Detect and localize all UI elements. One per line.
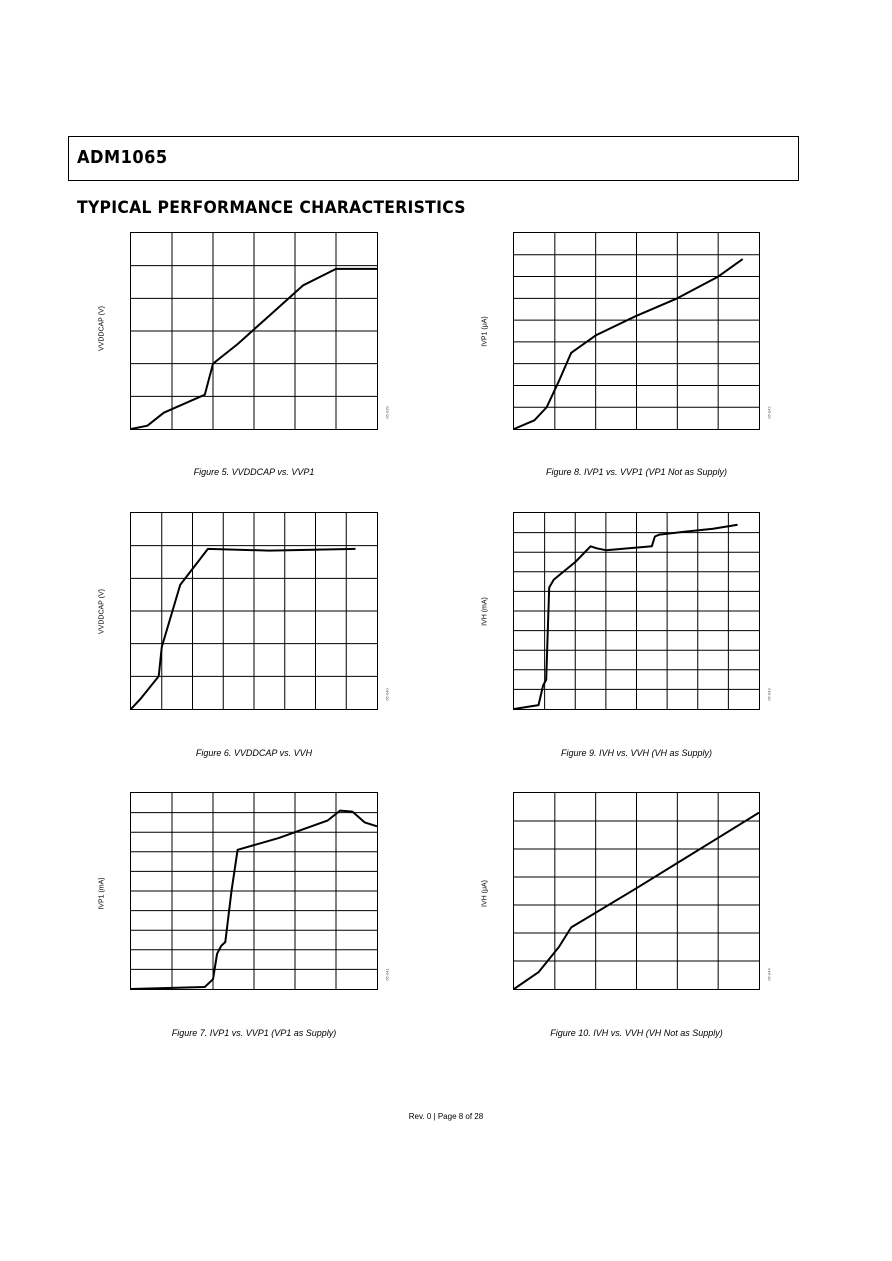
series-line [513, 811, 760, 990]
y-axis-label: IVH (mA) [481, 597, 489, 626]
chart-figure-7 [130, 792, 378, 990]
y-axis-label: IVP1 (μA) [481, 316, 489, 347]
figure-caption: Figure 5. VVDDCAP vs. VVP1 [193, 467, 315, 477]
chart-figure-6 [130, 512, 378, 710]
figure-caption: Figure 7. IVP1 vs. VVP1 (VP1 as Supply) [171, 1028, 337, 1038]
figure-caption: Figure 6. VVDDCAP vs. VVH [195, 748, 313, 758]
figure-id: 05-041 [384, 968, 390, 981]
figure-caption: Figure 9. IVH vs. VVH (VH as Supply) [560, 748, 713, 758]
figure-id: 05-040 [384, 688, 390, 701]
chart-svg [130, 793, 378, 990]
figure-caption: Figure 8. IVP1 vs. VVP1 (VP1 Not as Supp… [545, 467, 728, 477]
y-axis-label: IVP1 (mA) [98, 877, 106, 910]
page-footer: Rev. 0 | Page 8 of 28 [408, 1112, 484, 1121]
section-title: TYPICAL PERFORMANCE CHARACTERISTICS [77, 198, 466, 218]
figure-id: 05-043 [766, 688, 772, 701]
series-line [513, 258, 744, 430]
y-axis-label: IVH (μA) [481, 880, 489, 907]
chart-figure-5 [130, 232, 378, 430]
chart-svg [513, 793, 760, 990]
header-box: ADM1065 [68, 136, 799, 181]
figure-id: 05-039 [384, 406, 390, 419]
y-axis-label: VVDDCAP (V) [98, 306, 106, 351]
chart-svg [130, 233, 377, 430]
series-line [130, 809, 378, 990]
y-axis-label: VVDDCAP (V) [98, 589, 106, 634]
figure-id: 05-042 [766, 406, 772, 419]
chart-figure-8 [513, 232, 760, 430]
chart-figure-10 [513, 792, 760, 990]
chart-svg [513, 513, 759, 710]
series-line [130, 267, 377, 430]
chart-svg [513, 233, 759, 430]
chart-figure-9 [513, 512, 760, 710]
series-line [513, 523, 738, 710]
series-line [130, 547, 356, 710]
document-title: ADM1065 [77, 147, 168, 168]
figure-caption: Figure 10. IVH vs. VVH (VH Not as Supply… [550, 1028, 723, 1038]
figure-id: 05-044 [766, 968, 772, 981]
chart-svg [130, 513, 377, 710]
